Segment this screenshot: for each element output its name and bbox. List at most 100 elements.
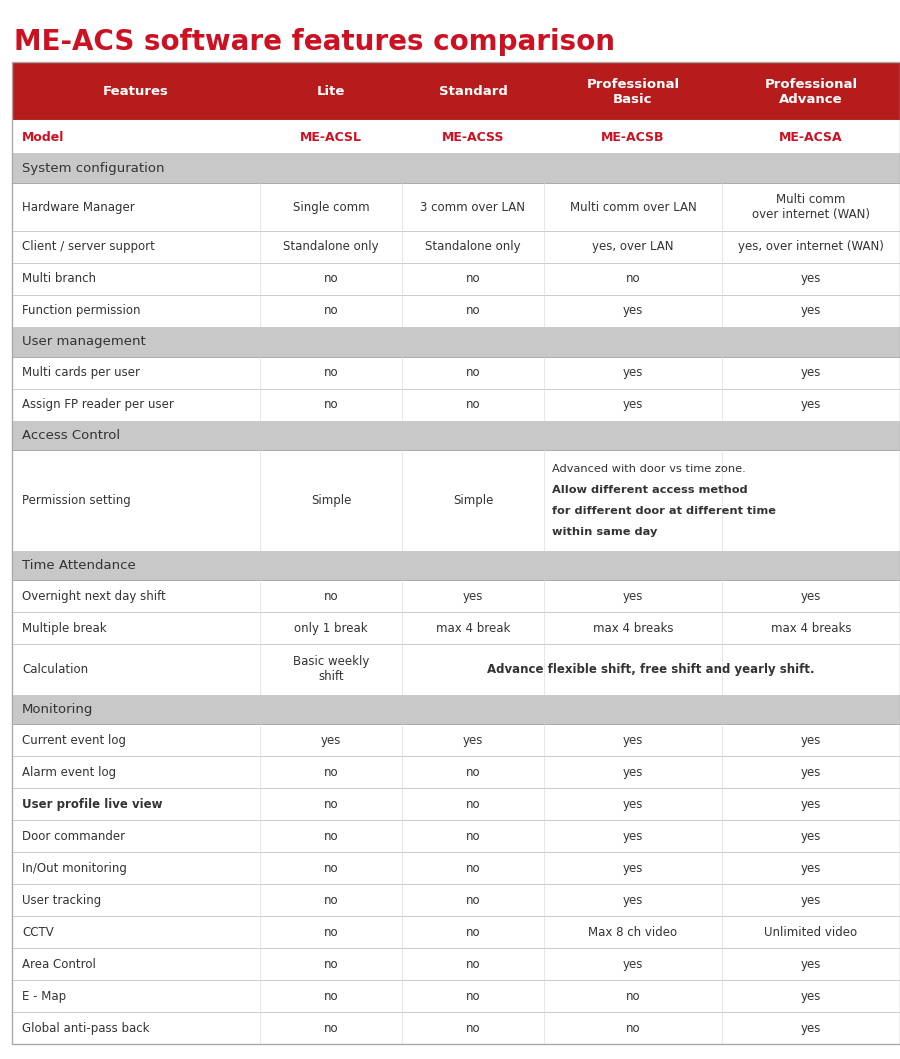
- Text: no: no: [465, 766, 481, 778]
- Text: only 1 break: only 1 break: [294, 622, 368, 634]
- Bar: [12, 327, 900, 357]
- Text: Professional
Basic: Professional Basic: [587, 77, 680, 106]
- Bar: [12, 980, 900, 1012]
- Text: ME-ACSB: ME-ACSB: [601, 131, 665, 144]
- Text: yes: yes: [801, 590, 821, 603]
- Text: Function permission: Function permission: [22, 304, 140, 318]
- Text: Client / server support: Client / server support: [22, 240, 155, 253]
- Text: Multi cards per user: Multi cards per user: [22, 366, 140, 379]
- Text: no: no: [324, 1022, 338, 1035]
- Text: Assign FP reader per user: Assign FP reader per user: [22, 398, 174, 411]
- Text: yes: yes: [623, 957, 644, 970]
- Bar: [12, 948, 900, 980]
- Text: ME-ACS software features comparison: ME-ACS software features comparison: [14, 28, 615, 56]
- Text: yes: yes: [801, 734, 821, 747]
- Bar: [12, 122, 900, 154]
- Text: no: no: [324, 957, 338, 970]
- Text: no: no: [324, 366, 338, 379]
- Text: Advanced with door vs time zone.: Advanced with door vs time zone.: [552, 464, 746, 474]
- Text: Multiple break: Multiple break: [22, 622, 106, 634]
- Text: yes: yes: [623, 862, 644, 875]
- Text: yes: yes: [801, 894, 821, 907]
- Text: Permission setting: Permission setting: [22, 493, 130, 507]
- Text: Current event log: Current event log: [22, 734, 126, 747]
- Text: E - Map: E - Map: [22, 989, 66, 1003]
- Text: Hardware Manager: Hardware Manager: [22, 200, 135, 214]
- Text: ME-ACSS: ME-ACSS: [442, 131, 504, 144]
- Bar: [12, 884, 900, 916]
- Text: Basic weekly
shift: Basic weekly shift: [292, 656, 369, 683]
- Text: no: no: [465, 272, 481, 286]
- Text: Simple: Simple: [310, 493, 351, 507]
- Text: yes: yes: [623, 766, 644, 778]
- Text: no: no: [324, 590, 338, 603]
- Text: User profile live view: User profile live view: [22, 797, 163, 811]
- Text: Features: Features: [104, 85, 169, 98]
- Bar: [12, 788, 900, 820]
- Text: no: no: [465, 957, 481, 970]
- Text: yes: yes: [623, 366, 644, 379]
- Text: Multi comm over LAN: Multi comm over LAN: [570, 200, 697, 214]
- Text: Global anti-pass back: Global anti-pass back: [22, 1022, 149, 1035]
- Text: User tracking: User tracking: [22, 894, 101, 907]
- Text: Allow different access method: Allow different access method: [552, 485, 748, 496]
- Text: yes: yes: [463, 590, 483, 603]
- Text: no: no: [465, 304, 481, 318]
- Text: no: no: [324, 766, 338, 778]
- Text: CCTV: CCTV: [22, 926, 54, 938]
- Text: yes: yes: [801, 766, 821, 778]
- Text: no: no: [324, 862, 338, 875]
- Text: no: no: [465, 1022, 481, 1035]
- Bar: [12, 420, 900, 450]
- Text: Simple: Simple: [453, 493, 493, 507]
- Bar: [12, 1012, 900, 1044]
- Text: yes: yes: [623, 304, 644, 318]
- Text: max 4 break: max 4 break: [436, 622, 510, 634]
- Bar: [12, 183, 900, 231]
- Text: yes: yes: [801, 272, 821, 286]
- Text: Calculation: Calculation: [22, 663, 88, 676]
- Text: no: no: [324, 272, 338, 286]
- Text: no: no: [324, 829, 338, 843]
- Text: Access Control: Access Control: [22, 429, 120, 442]
- Text: yes: yes: [801, 989, 821, 1003]
- Bar: [12, 231, 900, 263]
- Text: Professional
Advance: Professional Advance: [764, 77, 858, 106]
- Text: no: no: [324, 989, 338, 1003]
- Bar: [12, 612, 900, 644]
- Text: no: no: [465, 862, 481, 875]
- Bar: [12, 357, 900, 389]
- Text: max 4 breaks: max 4 breaks: [593, 622, 673, 634]
- Text: yes: yes: [623, 398, 644, 411]
- Text: ME-ACSL: ME-ACSL: [300, 131, 362, 144]
- Text: Door commander: Door commander: [22, 829, 125, 843]
- Text: yes: yes: [623, 734, 644, 747]
- Bar: [12, 644, 900, 695]
- Text: Lite: Lite: [317, 85, 346, 98]
- Bar: [12, 820, 900, 852]
- Text: no: no: [324, 926, 338, 938]
- Text: yes: yes: [801, 829, 821, 843]
- Text: yes: yes: [801, 862, 821, 875]
- Text: Standalone only: Standalone only: [425, 240, 521, 253]
- Text: within same day: within same day: [552, 527, 657, 537]
- Text: yes, over internet (WAN): yes, over internet (WAN): [738, 240, 884, 253]
- Text: yes: yes: [801, 304, 821, 318]
- Text: yes: yes: [463, 734, 483, 747]
- Text: yes: yes: [801, 366, 821, 379]
- Text: Max 8 ch video: Max 8 ch video: [589, 926, 678, 938]
- Bar: [12, 389, 900, 420]
- Text: User management: User management: [22, 336, 146, 348]
- Bar: [12, 295, 900, 327]
- Text: Monitoring: Monitoring: [22, 703, 94, 716]
- Text: yes: yes: [801, 957, 821, 970]
- Text: no: no: [626, 989, 640, 1003]
- Text: max 4 breaks: max 4 breaks: [770, 622, 851, 634]
- Text: yes: yes: [320, 734, 341, 747]
- Bar: [12, 724, 900, 756]
- Bar: [12, 62, 900, 122]
- Text: no: no: [465, 398, 481, 411]
- Bar: [12, 916, 900, 948]
- Text: Model: Model: [22, 131, 65, 144]
- Bar: [12, 551, 900, 580]
